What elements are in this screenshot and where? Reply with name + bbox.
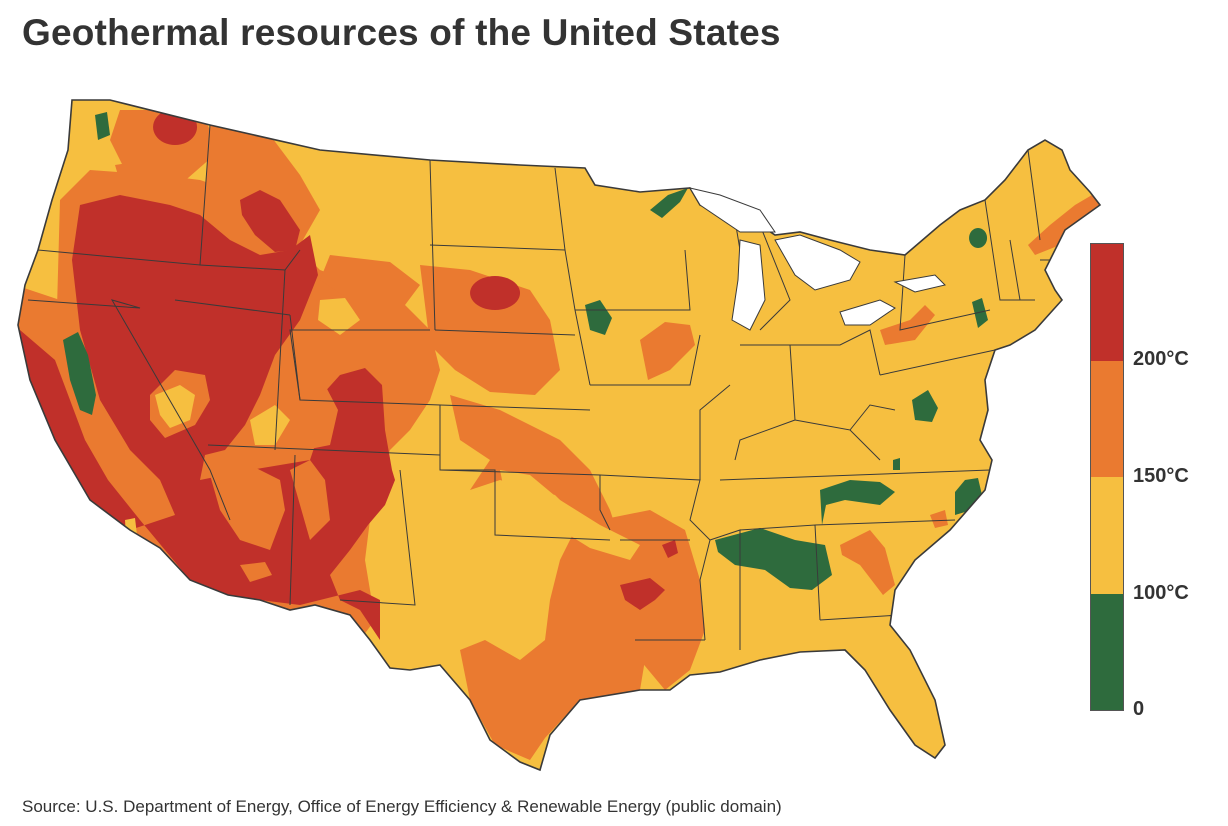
- legend-label-150: 150°C: [1133, 465, 1189, 487]
- map-title: Geothermal resources of the United State…: [22, 12, 781, 53]
- temperature-legend-bar: [1090, 243, 1124, 711]
- legend-band-0-100: [1091, 593, 1123, 710]
- great-lakes: [688, 187, 946, 331]
- map-regions: [17, 99, 1101, 771]
- legend-label-100: 100°C: [1133, 582, 1189, 604]
- legend-label-200: 200°C: [1133, 348, 1189, 370]
- source-credit: Source: U.S. Department of Energy, Offic…: [22, 797, 782, 816]
- legend-band-150-200: [1091, 360, 1123, 477]
- region-0-100: [63, 112, 988, 590]
- state-borders: [27, 124, 1060, 650]
- legend-band-100-150: [1091, 477, 1123, 594]
- region-100-150-pockets: [125, 298, 640, 560]
- legend-label-0: 0: [1133, 698, 1145, 720]
- legend-band-above-200: [1091, 244, 1123, 361]
